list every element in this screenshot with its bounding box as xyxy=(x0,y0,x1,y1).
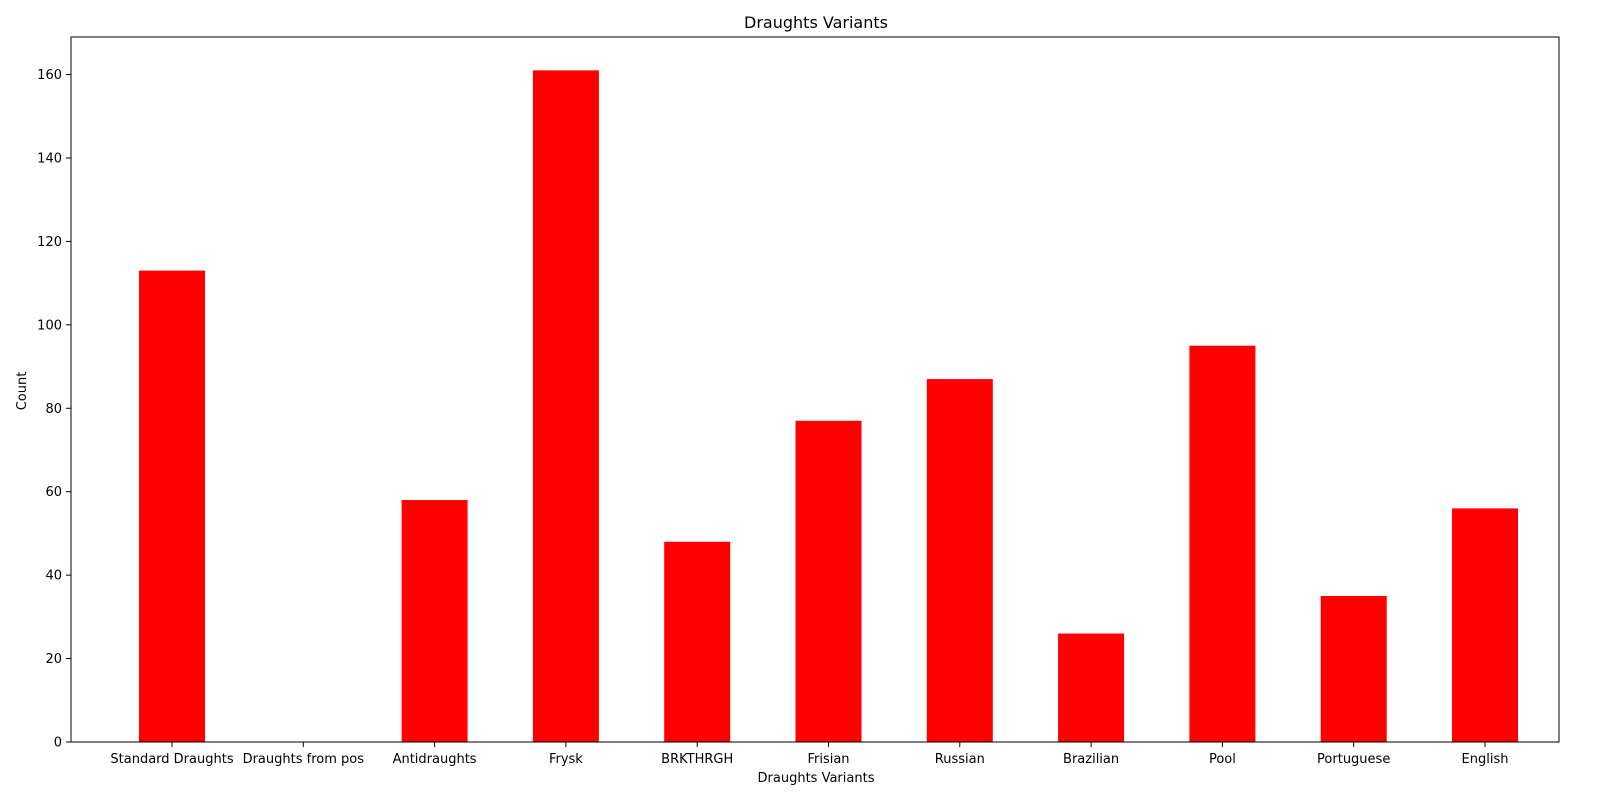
bar-portuguese xyxy=(1320,595,1387,742)
x-tick-label: BRKTHRGH xyxy=(661,752,733,767)
y-tick-label: 140 xyxy=(37,151,62,166)
x-axis-ticks: Standard Draughts Draughts from pos Antidr… xyxy=(110,742,1508,767)
bar-brkthrgh xyxy=(664,541,731,742)
x-tick-label: Pool xyxy=(1209,752,1236,767)
bars-group xyxy=(139,70,1518,742)
y-axis-ticks: 0 20 40 60 80 100 120 140 160 xyxy=(37,68,71,751)
y-tick-label: 60 xyxy=(45,485,62,500)
y-tick-label: 20 xyxy=(45,652,62,667)
y-tick-label: 80 xyxy=(45,402,62,417)
plot-frame xyxy=(70,36,1560,743)
x-tick-label: Standard Draughts xyxy=(110,752,233,767)
bar-pool xyxy=(1189,345,1256,742)
y-tick-label: 100 xyxy=(37,318,62,333)
x-tick-label: Antidraughts xyxy=(393,752,477,767)
x-axis-label: Draughts Variants xyxy=(758,771,875,786)
y-tick-label: 160 xyxy=(37,68,62,83)
bar-russian xyxy=(926,379,993,742)
bar-antidraughts xyxy=(401,500,468,742)
bar-frisian xyxy=(795,420,862,742)
x-tick-label: Draughts from pos xyxy=(243,752,365,767)
x-tick-label: Brazilian xyxy=(1063,752,1119,767)
bar-standard-draughts xyxy=(139,270,205,742)
x-tick-label: English xyxy=(1462,752,1509,767)
x-tick-label: Frisian xyxy=(807,752,849,767)
x-tick-label: Russian xyxy=(935,752,985,767)
x-tick-label: Portuguese xyxy=(1317,752,1390,767)
y-axis-label: Count xyxy=(15,372,30,411)
chart-title: Draughts Variants xyxy=(744,13,888,32)
y-tick-label: 120 xyxy=(37,235,62,250)
y-tick-label: 0 xyxy=(54,736,62,751)
x-tick-label: Frysk xyxy=(549,752,583,767)
bar-frysk xyxy=(532,70,599,742)
bar-english xyxy=(1452,508,1518,742)
bar-brazilian xyxy=(1058,633,1125,742)
y-tick-label: 40 xyxy=(45,569,62,584)
